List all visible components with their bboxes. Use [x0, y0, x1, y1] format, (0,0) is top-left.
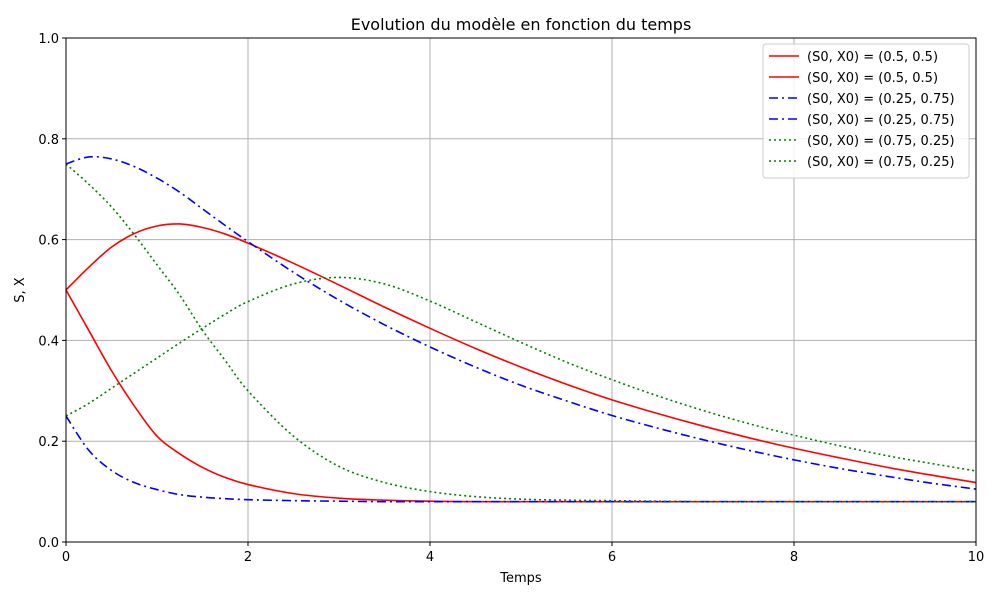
series-line-3	[65, 155, 977, 490]
x-tick-label: 2	[244, 550, 252, 565]
x-tick-label: 10	[968, 550, 985, 565]
y-tick-label: 1.0	[38, 32, 59, 47]
legend-label: (S0, X0) = (0.25, 0.75)	[807, 113, 955, 128]
x-tick-label: 8	[790, 550, 798, 565]
y-axis-label: S, X	[13, 277, 28, 303]
plot-frame	[65, 37, 977, 543]
legend: (S0, X0) = (0.5, 0.5) (S0, X0) = (0.5, 0.…	[762, 43, 970, 179]
series-lines	[65, 155, 977, 503]
legend-label: (S0, X0) = (0.25, 0.75)	[807, 92, 955, 107]
series-line-2	[65, 289, 976, 503]
series-line-1	[65, 223, 977, 484]
y-tick-label: 0.2	[38, 435, 59, 450]
legend-label: (S0, X0) = (0.75, 0.25)	[807, 134, 955, 149]
y-tick-label: 0.6	[38, 234, 59, 249]
x-tick-label: 6	[608, 550, 616, 565]
series-line-4	[65, 415, 976, 503]
y-tick-label: 0.8	[38, 133, 59, 148]
legend-label: (S0, X0) = (0.5, 0.5)	[807, 50, 938, 65]
axis-ticks: 0 2 4 6 8 10 0.0 0.2 0.4 0.6 0.8 1.0	[38, 32, 984, 565]
legend-box	[762, 43, 970, 179]
x-tick-label: 4	[426, 550, 434, 565]
legend-label: (S0, X0) = (0.5, 0.5)	[807, 71, 938, 86]
x-tick-label: 0	[62, 550, 70, 565]
series-line-6	[65, 163, 976, 503]
chart-title: Evolution du modèle en fonction du temps	[351, 15, 692, 34]
legend-label: (S0, X0) = (0.75, 0.25)	[807, 155, 955, 170]
x-axis-label: Temps	[499, 571, 542, 586]
y-tick-label: 0.4	[38, 334, 59, 349]
y-tick-label: 0.0	[38, 536, 59, 551]
